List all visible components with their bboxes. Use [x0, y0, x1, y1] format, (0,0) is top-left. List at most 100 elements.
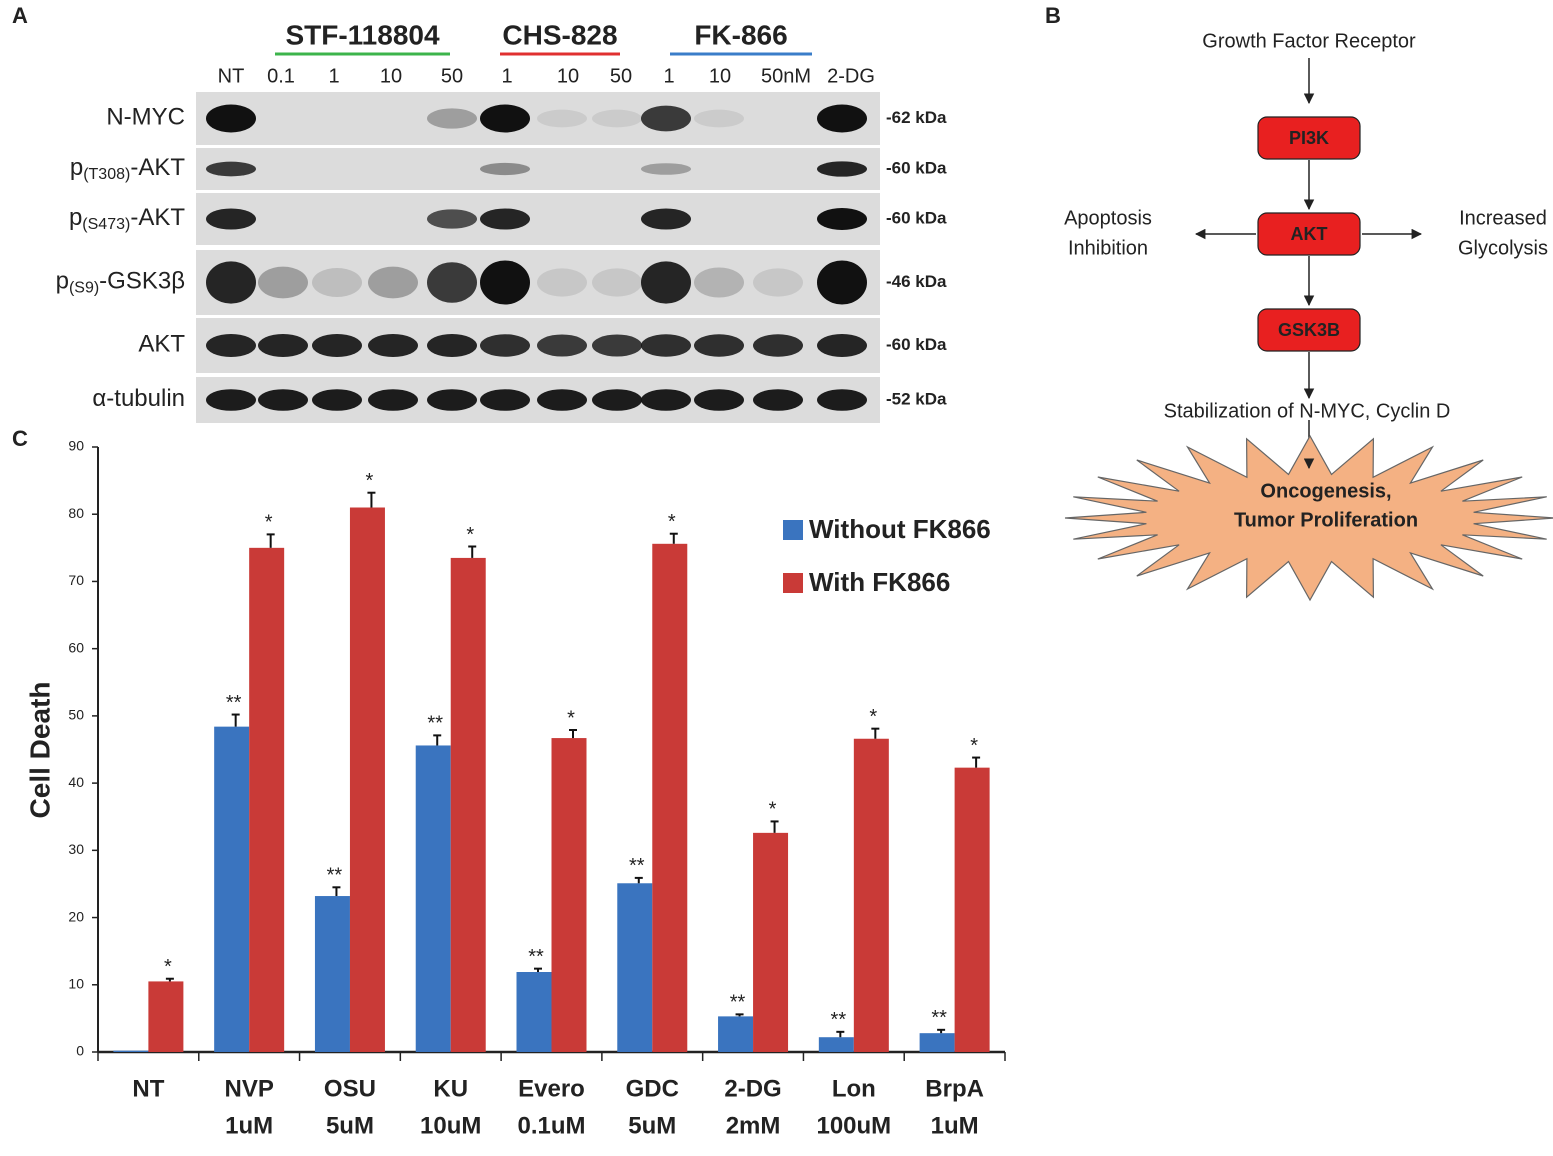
significance-label: ** [528, 946, 544, 968]
lane-label: 10 [557, 65, 579, 87]
significance-label: ** [931, 1007, 947, 1029]
band [480, 389, 530, 411]
group-label: CHS-828 [502, 19, 617, 50]
row-label: α-tubulin [92, 385, 185, 412]
row-label: N-MYC [106, 104, 185, 131]
band [753, 389, 803, 411]
band [641, 261, 691, 304]
bar [551, 738, 587, 1052]
band [368, 389, 418, 411]
lane-label: 1 [328, 65, 339, 87]
y-tick-label: 10 [68, 975, 84, 991]
y-tick-label: 20 [68, 908, 84, 924]
blot-strip [196, 250, 880, 315]
bar [818, 1037, 854, 1052]
significance-label: * [265, 512, 273, 534]
band [817, 389, 867, 411]
row-label-part: AKT [138, 331, 185, 358]
bar [249, 547, 285, 1052]
band [817, 260, 867, 305]
y-tick-label: 90 [68, 438, 84, 454]
band [427, 262, 477, 303]
lane-label: 50 [610, 65, 632, 87]
x-tick-label: Lon [832, 1075, 876, 1102]
x-tick-label: 10uM [420, 1112, 481, 1139]
node-text: Apoptosis [1064, 207, 1152, 229]
band [206, 104, 256, 133]
band [537, 109, 587, 128]
bar [652, 543, 688, 1052]
blot-strip [196, 193, 880, 245]
y-tick-label: 70 [68, 572, 84, 588]
row-label-part: (S9) [69, 280, 99, 297]
band [312, 389, 362, 411]
x-tick-label: BrpA [925, 1075, 984, 1102]
outcome-burst [1064, 434, 1553, 602]
lane-label: 50nM [761, 65, 811, 87]
group-label: FK-866 [694, 19, 787, 50]
band [817, 333, 867, 358]
band [694, 389, 744, 411]
row-label-part: -AKT [130, 154, 185, 181]
significance-label: * [769, 799, 777, 821]
row-label-part: p [56, 268, 69, 295]
row-label-part: p [70, 154, 83, 181]
significance-label: ** [730, 992, 746, 1014]
band [480, 334, 530, 357]
band [641, 105, 691, 132]
band [592, 334, 642, 357]
size-label: -52 kDa [886, 389, 947, 408]
band [641, 334, 691, 357]
bar [853, 738, 889, 1052]
x-tick-label: KU [433, 1075, 468, 1102]
significance-label: * [567, 707, 575, 729]
node-text: Increased [1459, 207, 1547, 229]
panel-label: B [1045, 3, 1061, 28]
band [258, 266, 308, 299]
x-tick-label: 5uM [326, 1112, 374, 1139]
row-label: AKT [138, 331, 185, 358]
row-label-part: -GSK3β [99, 268, 185, 295]
band [817, 104, 867, 133]
bar [415, 745, 451, 1052]
row-label-part: p [69, 204, 82, 231]
significance-label: * [869, 706, 877, 728]
x-tick-label: 0.1uM [517, 1112, 585, 1139]
group-label: STF-118804 [285, 19, 440, 50]
node-box [1257, 212, 1361, 256]
size-label: -60 kDa [886, 335, 947, 354]
band [537, 389, 587, 411]
x-tick-label: 2-DG [724, 1075, 781, 1102]
lane-label: 10 [709, 65, 731, 87]
band [817, 208, 867, 230]
significance-label: * [366, 470, 374, 492]
y-tick-label: 80 [68, 505, 84, 521]
row-label: p(S473)-AKT [69, 204, 185, 233]
lane-label: 50 [441, 65, 463, 87]
band [312, 333, 362, 358]
significance-label: ** [831, 1009, 847, 1031]
node-label: GSK3B [1278, 320, 1340, 340]
node-text: Inhibition [1068, 237, 1148, 259]
blot-strip [196, 148, 880, 190]
lane-label: 2-DG [827, 65, 875, 87]
outcome-label: Oncogenesis, [1260, 480, 1391, 502]
significance-label: ** [226, 692, 242, 714]
bar [516, 972, 552, 1052]
significance-label: * [668, 511, 676, 533]
significance-label: ** [327, 865, 343, 887]
band [641, 208, 691, 230]
band [694, 109, 744, 128]
significance-label: ** [427, 713, 443, 735]
y-tick-label: 30 [68, 841, 84, 857]
lane-label: 10 [380, 65, 402, 87]
legend-label: Without FK866 [809, 514, 991, 544]
row-label-part: (S473) [82, 216, 130, 233]
band [206, 161, 256, 177]
size-label: -62 kDa [886, 108, 947, 127]
x-tick-label: NT [132, 1075, 164, 1102]
legend-swatch [783, 520, 803, 540]
band [480, 104, 530, 133]
row-label-part: -AKT [130, 204, 185, 231]
